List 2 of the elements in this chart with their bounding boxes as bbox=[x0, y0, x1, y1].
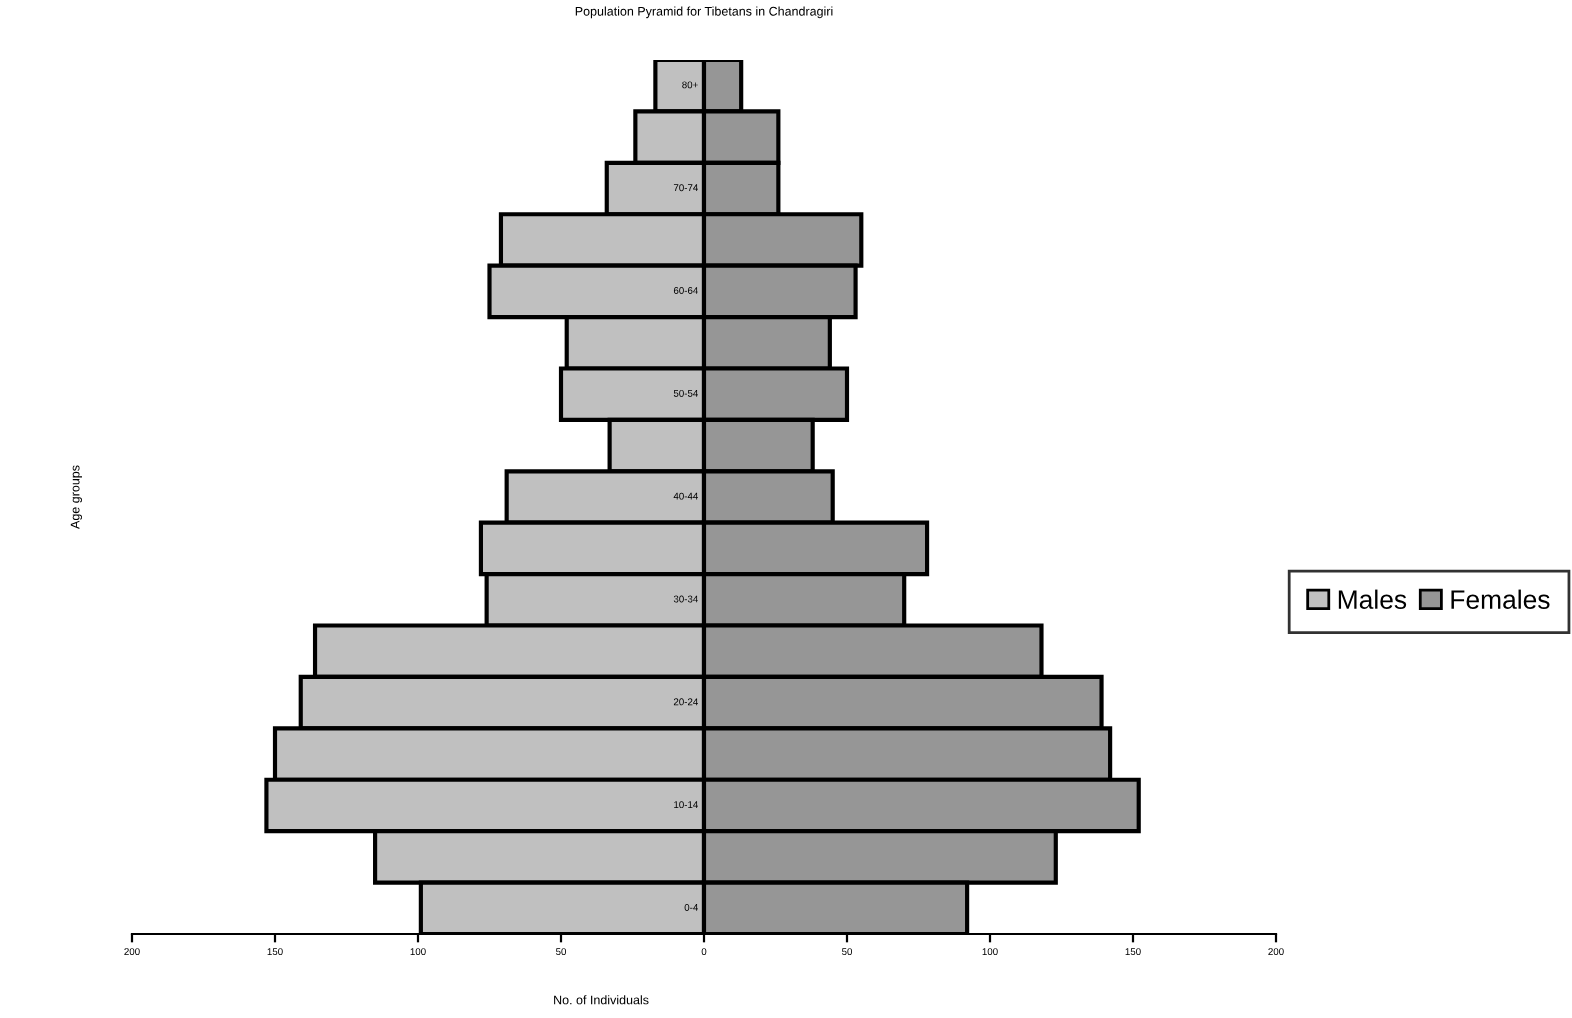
legend-label: Males bbox=[1338, 589, 1407, 609]
legend-label: Females bbox=[1451, 589, 1550, 609]
